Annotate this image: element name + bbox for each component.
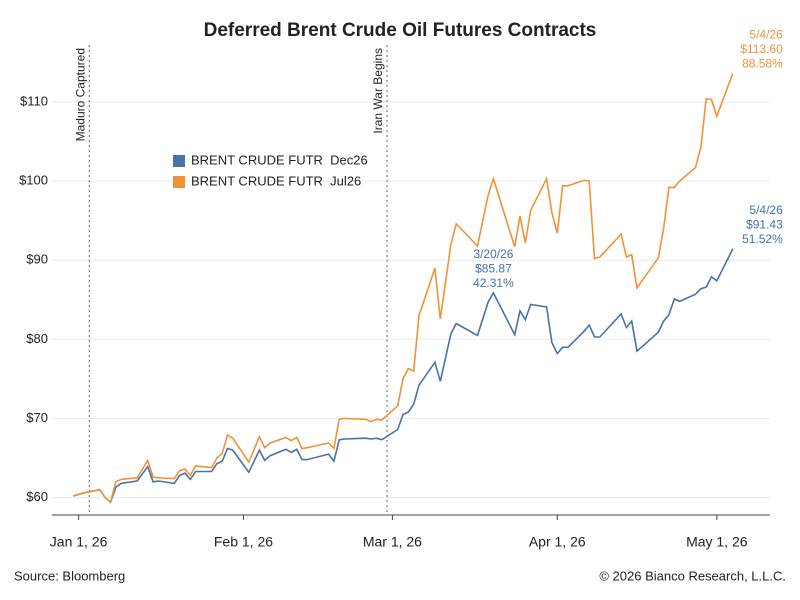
event-label: Maduro Captured — [73, 48, 87, 141]
legend-label: BRENT CRUDE FUTR Dec26 — [191, 152, 368, 167]
x-tick-label: Mar 1, 26 — [363, 534, 422, 550]
legend-swatch — [173, 155, 185, 167]
value-label: 51.52% — [742, 232, 783, 246]
legend-label: BRENT CRUDE FUTR Jul26 — [191, 173, 361, 188]
value-label: 42.31% — [473, 276, 514, 290]
value-label: $113.60 — [740, 42, 783, 56]
copyright: © 2026 Bianco Research, L.L.C. — [599, 568, 786, 583]
event-label: Iran War Begins — [371, 48, 385, 134]
value-label: 88.58% — [742, 57, 783, 71]
value-label: $85.87 — [475, 262, 512, 276]
source: Source: Bloomberg — [14, 568, 125, 583]
y-tick-label: $110 — [20, 93, 48, 108]
value-label: $91.43 — [746, 218, 783, 232]
value-label: 5/4/26 — [749, 203, 783, 217]
x-tick-label: Jan 1, 26 — [50, 534, 108, 550]
y-tick-label: $70 — [26, 410, 48, 425]
y-tick-label: $80 — [26, 331, 48, 346]
value-label: 3/20/26 — [473, 247, 513, 261]
chart-title: Deferred Brent Crude Oil Futures Contrac… — [204, 20, 597, 41]
legend-swatch — [173, 176, 185, 188]
x-tick-label: Apr 1, 26 — [529, 534, 586, 550]
series-line — [73, 73, 734, 504]
y-tick-label: $90 — [26, 252, 48, 267]
y-tick-label: $60 — [26, 489, 48, 504]
value-label: 5/4/26 — [749, 28, 783, 42]
x-tick-label: May 1, 26 — [686, 534, 748, 550]
series-line — [73, 248, 734, 504]
x-tick-label: Feb 1, 26 — [214, 534, 273, 550]
y-tick-label: $100 — [19, 173, 48, 188]
